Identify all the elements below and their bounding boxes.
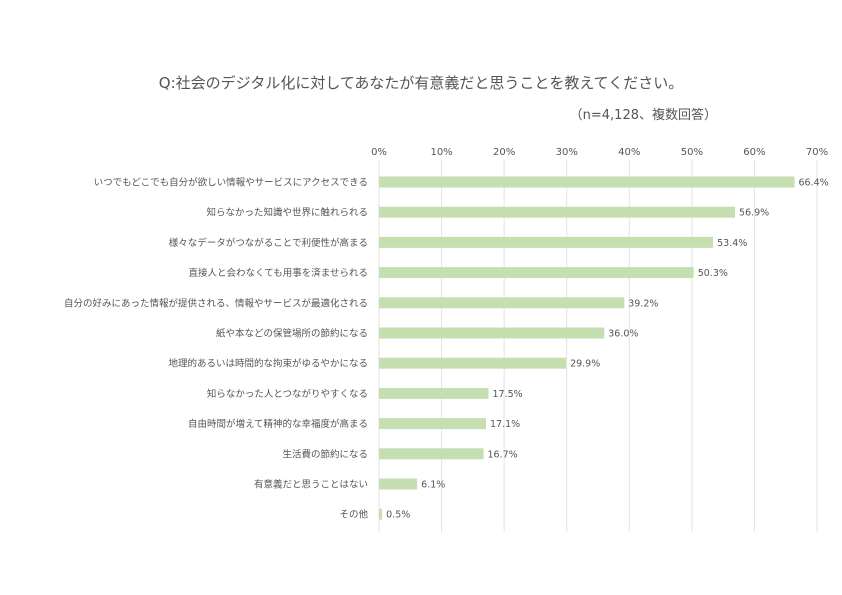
data-label: 50.3%: [698, 268, 728, 279]
bar: [379, 267, 694, 279]
data-label: 17.5%: [493, 389, 523, 400]
bar: [379, 387, 489, 399]
data-label: 0.5%: [386, 510, 410, 521]
category-label: 知らなかった知識や世界に触れられる: [206, 207, 368, 219]
bar: [379, 176, 795, 188]
x-tick-label: 70%: [806, 147, 828, 158]
bar: [379, 478, 418, 490]
x-tick-label: 0%: [371, 147, 387, 158]
x-tick-label: 50%: [681, 147, 703, 158]
bar: [379, 448, 484, 460]
category-label: その他: [339, 509, 368, 521]
x-tick-label: 20%: [493, 147, 515, 158]
bar: [379, 418, 486, 430]
bar: [379, 297, 625, 309]
category-label: いつでもどこでも自分が欲しい情報やサービスにアクセスできる: [94, 177, 368, 189]
category-label: 自由時間が増えて精神的な幸福度が高まる: [188, 418, 368, 430]
data-label: 39.2%: [628, 298, 658, 309]
category-label: 様々なデータがつながることで利便性が高まる: [169, 237, 368, 249]
category-label: 自分の好みにあった情報が提供される、情報やサービスが最適化される: [64, 297, 368, 309]
x-tick-label: 60%: [743, 147, 765, 158]
data-label: 66.4%: [798, 178, 828, 189]
x-tick-label: 30%: [556, 147, 578, 158]
chart-title: Q:社会のデジタル化に対してあなたが有意義だと思うことを教えてください。: [158, 74, 684, 92]
data-label: 6.1%: [421, 480, 445, 491]
data-label: 29.9%: [570, 359, 600, 370]
data-label: 16.7%: [487, 449, 517, 460]
category-label: 紙や本などの保管場所の節約になる: [216, 328, 368, 340]
category-label: 生活費の節約になる: [282, 448, 368, 460]
category-label: 知らなかった人とつながりやすくなる: [207, 388, 368, 400]
data-label: 36.0%: [608, 329, 638, 340]
bar: [379, 236, 714, 248]
x-tick-label: 10%: [430, 147, 452, 158]
category-label: 地理的あるいは時間的な拘束がゆるやかになる: [168, 358, 368, 370]
bar: [379, 327, 605, 339]
bar: [379, 508, 383, 520]
data-label: 17.1%: [490, 419, 520, 430]
chart-subtitle: （n=4,128、複数回答）: [569, 108, 717, 123]
data-label: 53.4%: [717, 238, 747, 249]
category-label: 直接人と会わなくても用事を済ませられる: [189, 267, 368, 279]
bar: [379, 357, 567, 369]
data-label: 56.9%: [739, 208, 769, 219]
bar: [379, 206, 736, 218]
category-label: 有意義だと思うことはない: [254, 479, 368, 491]
x-tick-label: 40%: [618, 147, 640, 158]
